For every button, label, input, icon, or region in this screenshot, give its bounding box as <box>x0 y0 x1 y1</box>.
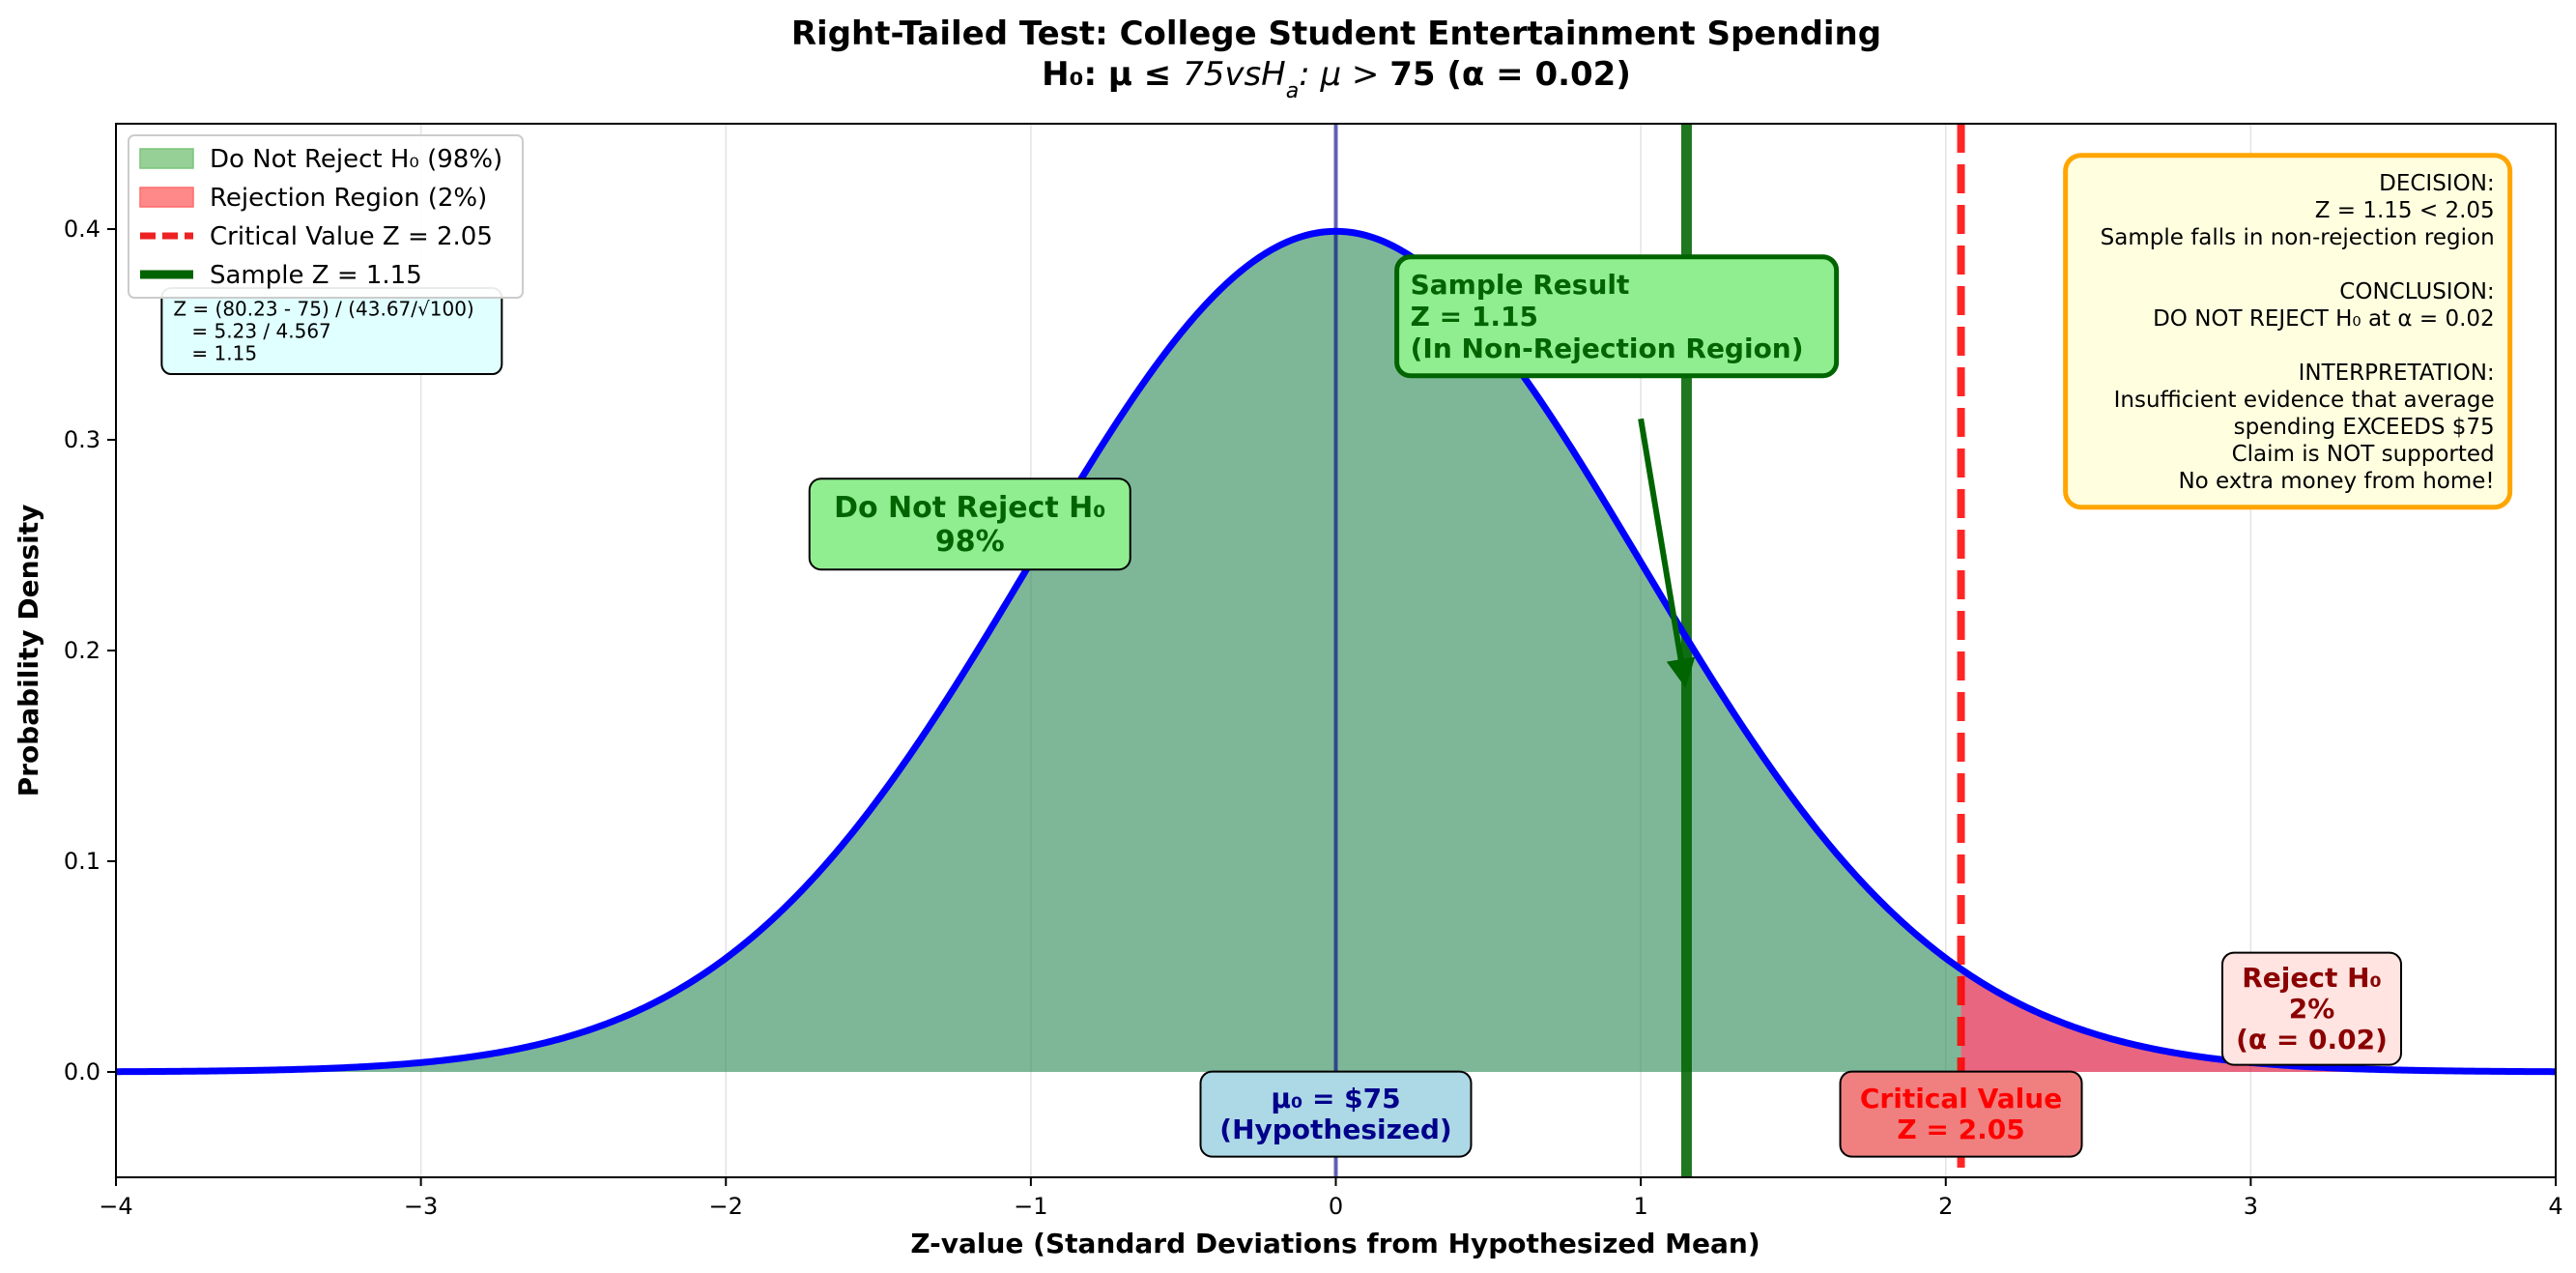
decision-box-line: INTERPRETATION: <box>2299 361 2495 386</box>
decision-box-line: No extra money from home! <box>2178 469 2494 494</box>
rejection-label-line: 2% <box>2289 993 2335 1025</box>
x-tick-label: 2 <box>1938 1193 1953 1220</box>
legend-entry: Do Not Reject H₀ (98%) <box>139 145 502 174</box>
decision-box-line: Insufficient evidence that average <box>2114 388 2495 413</box>
hypothesized-mean-label-line: (Hypothesized) <box>1219 1114 1451 1145</box>
x-tick-label: 0 <box>1329 1193 1343 1220</box>
legend-entry: Sample Z = 1.15 <box>140 261 422 290</box>
rejection-label: Reject H₀ 2% (α = 0.02) <box>2221 951 2402 1066</box>
x-tick-label: −1 <box>1014 1193 1047 1220</box>
title-part: : μ > <box>1299 55 1389 94</box>
decision-box-text: DECISION: Z = 1.15 < 2.05 Sample falls in … <box>2101 171 2495 494</box>
decision-box-line: Sample falls in non-rejection region <box>2101 225 2495 250</box>
decision-box: DECISION: Z = 1.15 < 2.05 Sample falls in … <box>2063 153 2513 510</box>
legend-entry: Critical Value Z = 2.05 <box>140 222 493 251</box>
legend-label: Do Not Reject H₀ (98%) <box>210 145 502 174</box>
plot-area: −4 −3 −2 −1 0 1 2 3 4 0.0 0.1 0.2 0.3 0.4 Z = (80.23… <box>64 123 2563 1220</box>
rejection-label-frame <box>2221 951 2402 1066</box>
hypothesized-mean-label-text: μ₀ = $75 (Hypothesized) <box>1219 1083 1451 1145</box>
x-axis-label: Z-value (Standard Deviations from Hypoth… <box>910 1228 1760 1259</box>
non-rejection-label: Do Not Reject H₀ 98% <box>808 477 1131 571</box>
title-part: H₀: μ ≤ <box>1042 55 1183 94</box>
rejection-region-fill <box>1961 969 2556 1072</box>
title-part: a <box>1286 79 1299 103</box>
rejection-label-line: (α = 0.02) <box>2236 1024 2388 1056</box>
sample-result-box-line: Z = 1.15 <box>1411 301 1538 333</box>
non-rejection-label-frame <box>808 477 1131 571</box>
title-part: 75 (α = 0.02) <box>1389 55 1631 94</box>
legend-entry: Rejection Region (2%) <box>139 184 487 213</box>
decision-box-line: DECISION: <box>2379 171 2495 196</box>
chart-title-line1: Right-Tailed Test: College Student Enter… <box>791 14 1881 53</box>
x-tick-label: −4 <box>99 1193 132 1220</box>
y-tick-label: 0.0 <box>64 1058 100 1085</box>
decision-box-frame <box>2063 153 2513 510</box>
x-tick-label: 3 <box>2244 1193 2258 1220</box>
decision-box-line: DO NOT REJECT H₀ at α = 0.02 <box>2153 306 2495 332</box>
decision-box-line: Claim is NOT supported <box>2232 442 2495 467</box>
rejection-label-line: Reject H₀ <box>2242 962 2382 994</box>
non-rejection-label-line: Do Not Reject H₀ <box>834 491 1105 525</box>
y-tick-label: 0.4 <box>64 216 100 243</box>
critical-value-label-frame <box>1839 1070 2083 1158</box>
calculation-box-text: Z = (80.23 - 75) / (43.67/√100) = 5.23 /… <box>173 297 473 364</box>
non-rejection-label-line: 98% <box>935 525 1005 559</box>
x-tick-label: 4 <box>2548 1193 2562 1220</box>
title-part: 75vsH <box>1183 55 1286 94</box>
sample-result-box: Sample Result Z = 1.15 (In Non-Rejection R… <box>1394 254 1840 379</box>
y-tick-label: 0.2 <box>64 637 100 664</box>
x-tick-label: −3 <box>404 1193 438 1220</box>
y-axis-label: Probability Density <box>13 505 44 797</box>
calculation-box-line: = 5.23 / 4.567 <box>173 319 330 342</box>
x-tick-label: −2 <box>709 1193 743 1220</box>
rejection-label-text: Reject H₀ 2% (α = 0.02) <box>2236 962 2388 1056</box>
non-rejection-label-text: Do Not Reject H₀ 98% <box>834 491 1105 559</box>
calculation-box: Z = (80.23 - 75) / (43.67/√100) = 5.23 /… <box>160 287 503 376</box>
calculation-box-line: Z = (80.23 - 75) / (43.67/√100) <box>173 297 473 320</box>
legend-label: Rejection Region (2%) <box>210 184 487 213</box>
x-axis-ticks: −4 −3 −2 −1 0 1 2 3 4 <box>99 1177 2563 1220</box>
legend: Do Not Reject H₀ (98%) Rejection Region (… <box>128 134 524 299</box>
calculation-box-line: = 1.15 <box>173 341 257 364</box>
legend-swatch <box>139 148 194 169</box>
annotations: Z = (80.23 - 75) / (43.67/√100) = 5.23 /… <box>160 153 2513 1158</box>
critical-value-label-line: Critical Value <box>1860 1083 2062 1114</box>
critical-value-label: Critical Value Z = 2.05 <box>1839 1070 2083 1158</box>
sample-result-arrow <box>1638 418 1696 688</box>
critical-value-label-text: Critical Value Z = 2.05 <box>1860 1083 2062 1145</box>
legend-swatch <box>139 187 194 208</box>
legend-label: Sample Z = 1.15 <box>210 261 422 290</box>
legend-frame <box>128 134 524 299</box>
sample-result-box-line: (In Non-Rejection Region) <box>1411 333 1804 364</box>
hypothesized-mean-label: μ₀ = $75 (Hypothesized) <box>1199 1070 1473 1158</box>
x-tick-label: 1 <box>1633 1193 1647 1220</box>
y-axis-ticks: 0.0 0.1 0.2 0.3 0.4 <box>64 216 116 1085</box>
y-tick-label: 0.3 <box>64 426 100 453</box>
decision-box-line: CONCLUSION: <box>2339 279 2494 304</box>
legend-label: Critical Value Z = 2.05 <box>210 222 493 251</box>
sample-result-box-frame <box>1394 254 1840 379</box>
sample-result-box-line: Sample Result <box>1411 269 1630 301</box>
decision-box-line: Z = 1.15 < 2.05 <box>2315 198 2495 223</box>
hypothesized-mean-label-frame <box>1199 1070 1473 1158</box>
hypothesized-mean-label-line: μ₀ = $75 <box>1271 1083 1400 1114</box>
chart-title-line2: H₀: μ ≤ 75vsHa: μ > 75 (α = 0.02) <box>1042 55 1631 103</box>
non-rejection-region-fill <box>116 231 1961 1072</box>
normal-density-curve <box>116 227 2556 1076</box>
sample-result-box-text: Sample Result Z = 1.15 (In Non-Rejection R… <box>1411 269 1804 364</box>
critical-value-label-line: Z = 2.05 <box>1897 1114 2024 1145</box>
decision-box-line: spending EXCEEDS $75 <box>2234 415 2495 440</box>
y-tick-label: 0.1 <box>64 848 100 875</box>
